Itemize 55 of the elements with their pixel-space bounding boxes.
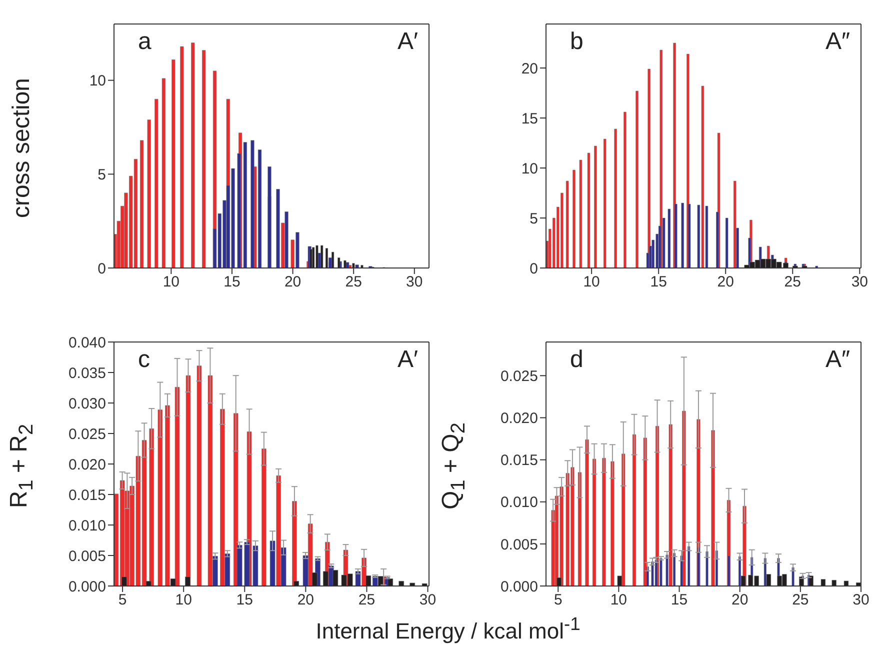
x-tick-label: 20 [717, 274, 734, 291]
x-tick-label: 10 [175, 592, 192, 609]
y-tick-label: 10 [89, 72, 106, 90]
x-tick-label: 20 [284, 274, 302, 291]
y-axis-title: cross section [8, 78, 36, 218]
y-tick-label: 0.040 [68, 334, 106, 352]
y-tick-label: 10 [521, 160, 538, 178]
x-tick-label: 20 [732, 592, 748, 609]
y-tick-label: 0.010 [68, 517, 106, 534]
x-tick-label: 10 [583, 274, 600, 291]
y-tick-label: 0.025 [68, 426, 106, 443]
annotation: c [138, 346, 150, 374]
x-tick-label: 5 [118, 592, 127, 609]
annotation: a [138, 28, 152, 56]
y-tick-label: 0.005 [68, 548, 106, 565]
x-tick-label: 15 [670, 592, 688, 609]
y-tick-label: 0.000 [68, 578, 106, 596]
y-tick-label: 0.000 [500, 578, 538, 596]
x-tick-label: 15 [650, 274, 667, 291]
y-tick-label: 0.010 [500, 494, 538, 512]
x-tick-label: 30 [852, 592, 870, 609]
y-tick-label: 0.015 [68, 486, 106, 504]
x-tick-label: 10 [162, 274, 180, 291]
y-tick-label: 0.030 [68, 395, 106, 412]
annotation: b [570, 28, 584, 56]
annotation: A″ [825, 28, 850, 56]
x-tick-label: 30 [851, 274, 868, 291]
x-tick-label: 25 [358, 592, 376, 609]
x-tick-label: 30 [419, 592, 436, 609]
y-tick-label: 0.035 [68, 364, 106, 382]
y-tick-label: 5 [98, 166, 106, 184]
x-tick-label: 10 [610, 592, 628, 609]
annotation: A″ [825, 346, 850, 374]
annotation: A′ [397, 346, 418, 374]
x-tick-label: 30 [406, 274, 423, 291]
x-tick-label: 15 [224, 274, 240, 291]
y-tick-label: 15 [521, 110, 538, 128]
y-tick-label: 0.020 [500, 410, 538, 428]
y-tick-label: 0.020 [68, 456, 106, 474]
x-tick-label: 5 [554, 592, 562, 609]
y-tick-label: 0.005 [500, 536, 538, 554]
x-tick-label: 25 [784, 274, 801, 291]
y-tick-label: 0.025 [500, 368, 538, 385]
y-tick-label: 20 [521, 60, 538, 78]
x-tick-label: 15 [236, 592, 253, 609]
annotation: d [570, 346, 584, 374]
y-tick-label: 0 [98, 260, 106, 278]
y-tick-label: 0.015 [500, 452, 538, 470]
x-tick-label: 25 [792, 592, 809, 609]
y-tick-label: 5 [530, 210, 538, 228]
x-tick-label: 20 [297, 592, 314, 609]
y-tick-label: 0 [530, 260, 538, 278]
x-tick-label: 25 [345, 274, 362, 291]
x-axis-title: Internal Energy / kcal mol$^{-1}$ [314, 613, 582, 644]
annotation: A′ [397, 28, 418, 56]
